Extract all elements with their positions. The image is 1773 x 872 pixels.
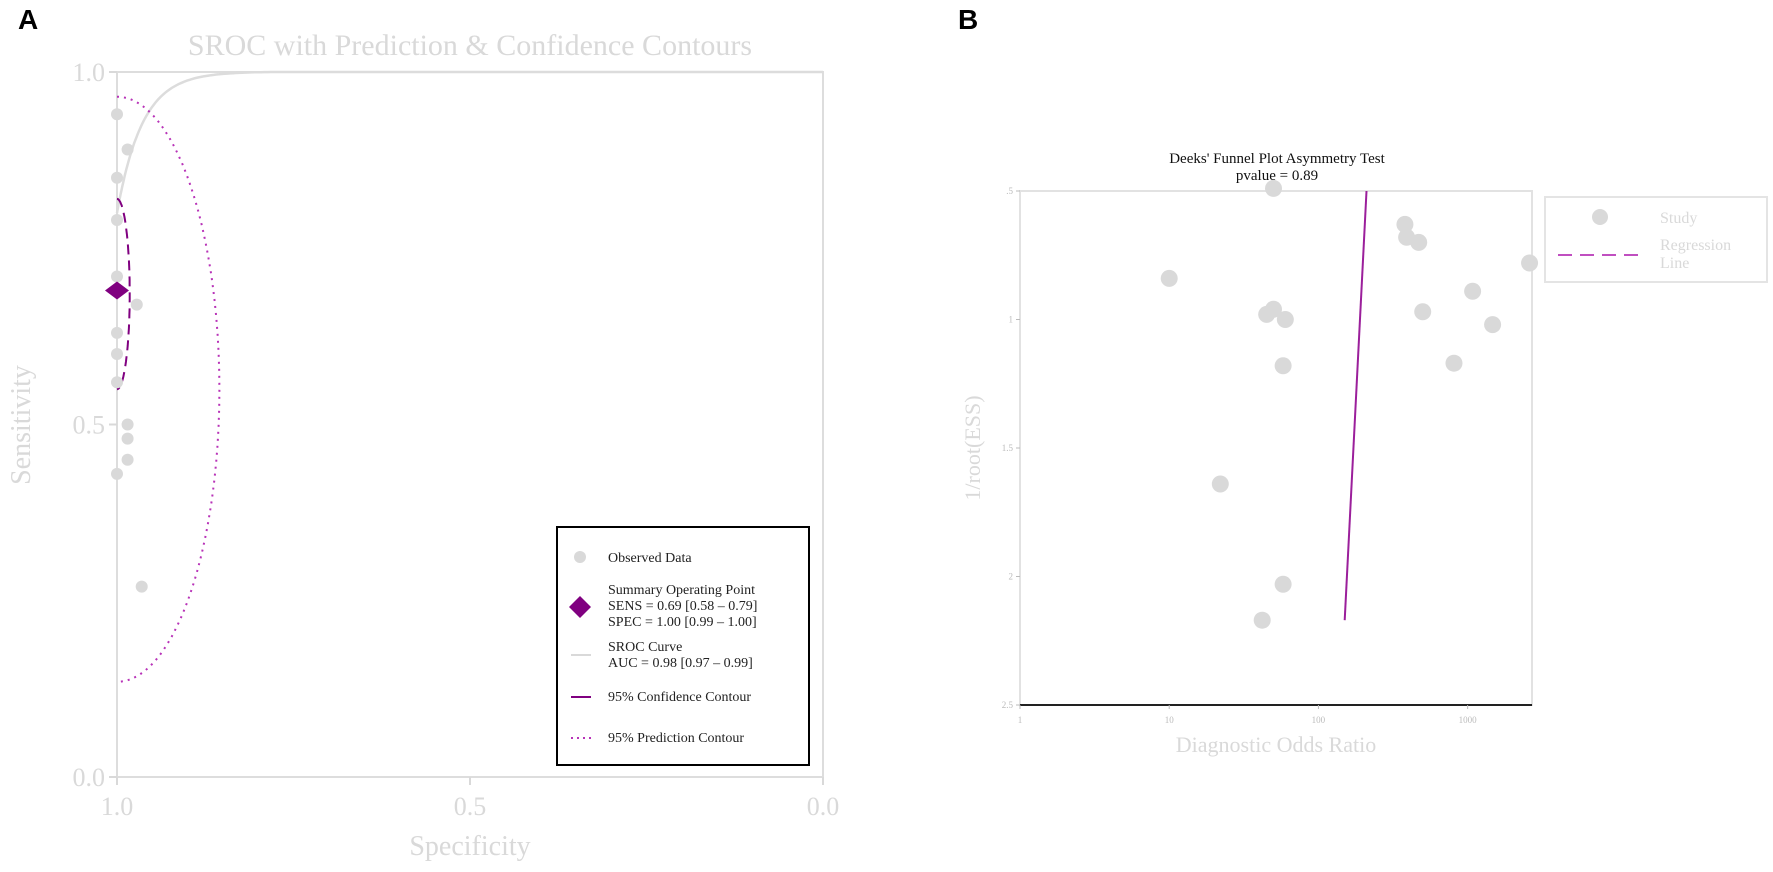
deeks-x-tick-label: 1 (1018, 715, 1023, 725)
observed-data-point (121, 143, 134, 156)
sroc-legend-box (556, 526, 810, 766)
observed-data-point (111, 214, 123, 227)
deeks-y-tick-label: .5 (1006, 186, 1013, 196)
deeks-x-tick-label: 10 (1165, 715, 1175, 725)
study-point (1160, 269, 1178, 287)
study-point (1410, 233, 1428, 251)
sroc-y-tick-label: 0.5 (73, 411, 106, 440)
deeks-y-tick-label: 1 (1009, 315, 1014, 325)
study-point (1276, 311, 1294, 328)
study-point (1211, 475, 1229, 493)
summary-operating-point (105, 281, 129, 300)
observed-data-points (111, 108, 148, 593)
study-point (1445, 354, 1463, 372)
prediction-contour (116, 95, 221, 683)
study-point (1253, 611, 1271, 629)
legend-summary-label: Summary Operating Point (608, 583, 755, 598)
deeks-x-tick-label: 1000 (1459, 715, 1478, 725)
study-point (1265, 300, 1283, 318)
deeks-y-axis-label: 1/root(ESS) (960, 395, 985, 500)
study-point (1521, 254, 1539, 272)
legend-confidence-label: 95% Confidence Contour (608, 690, 751, 705)
observed-data-point (111, 467, 123, 480)
panel-a-label: A (18, 4, 38, 35)
sroc-chart-title: SROC with Prediction & Confidence Contou… (188, 29, 752, 62)
sroc-x-axis-label: Specificity (409, 831, 530, 862)
regression-line (1343, 190, 1368, 621)
sroc-x-tick-label: 0.0 (807, 792, 840, 821)
observed-data-point (121, 453, 134, 466)
observed-data-point (111, 270, 123, 283)
observed-data-point (111, 376, 123, 389)
sroc-y-axis-label: Sensitivity (6, 365, 37, 485)
study-point (1484, 316, 1502, 334)
legend-study-marker (1592, 209, 1608, 225)
study-point (1396, 215, 1414, 233)
sroc-x-tick-label: 0.5 (454, 792, 487, 821)
deeks-y-tick-label: 2 (1009, 572, 1014, 582)
legend-study-label: Study (1660, 210, 1697, 227)
legend-observed-label: Observed Data (608, 551, 692, 566)
deeks-y-tick-label: 2.5 (1002, 700, 1014, 710)
deeks-plot-frame (1019, 190, 1533, 706)
legend-regression-label: Regression (1660, 237, 1731, 254)
observed-data-point (111, 348, 123, 360)
study-point (1265, 179, 1283, 197)
study-point (1464, 282, 1482, 300)
deeks-axis-ticks: 1 10 100 1000 .5 1 1.5 2 2.5 (1002, 186, 1477, 725)
observed-data-point (121, 432, 134, 445)
deeks-y-tick-label: 1.5 (1002, 443, 1014, 453)
sroc-x-tick-label: 1.0 (101, 792, 134, 821)
legend-sroc-label: SROC Curve (608, 640, 682, 655)
confidence-contour (116, 197, 131, 391)
observed-data-point (111, 171, 123, 184)
observed-data-point (130, 298, 143, 311)
study-point (1274, 357, 1292, 375)
sroc-y-tick-label: 1.0 (73, 58, 106, 87)
legend-summary-sens: SENS = 0.69 [0.58 – 0.79] (608, 599, 757, 614)
study-point (1414, 303, 1432, 321)
deeks-chart-title: Deeks' Funnel Plot Asymmetry Test (1169, 151, 1385, 167)
deeks-legend-box (1544, 196, 1768, 283)
observed-data-point (135, 580, 148, 593)
observed-data-point (121, 418, 134, 431)
sroc-axis-ticks: 1.0 0.5 0.0 0.0 0.5 1.0 (73, 58, 840, 821)
legend-regression-label-2: Line (1660, 255, 1689, 272)
deeks-legend: Study Regression Line (1544, 196, 1768, 283)
deeks-x-tick-label: 100 (1312, 715, 1326, 725)
legend-prediction-label: 95% Prediction Contour (608, 731, 744, 746)
sroc-curve (115, 70, 823, 214)
sroc-chart: SROC with Prediction & Confidence Contou… (6, 29, 839, 862)
legend-summary-marker (569, 596, 591, 618)
sroc-y-tick-label: 0.0 (73, 763, 106, 792)
observed-data-point (111, 108, 123, 121)
deeks-chart-subtitle: pvalue = 0.89 (1236, 168, 1318, 184)
study-points (1160, 179, 1539, 629)
legend-summary-spec: SPEC = 1.00 [0.99 – 1.00] (608, 615, 757, 630)
panel-b-label: B (958, 4, 978, 35)
deeks-x-axis-label: Diagnostic Odds Ratio (1176, 732, 1376, 757)
sroc-legend: Observed Data Summary Operating Point SE… (556, 526, 810, 766)
deeks-funnel-chart: Deeks' Funnel Plot Asymmetry Test pvalue… (960, 151, 1768, 757)
legend-observed-marker (574, 551, 586, 563)
legend-sroc-auc: AUC = 0.98 [0.97 – 0.99] (608, 656, 753, 671)
observed-data-point (111, 326, 123, 339)
study-point (1274, 575, 1292, 593)
